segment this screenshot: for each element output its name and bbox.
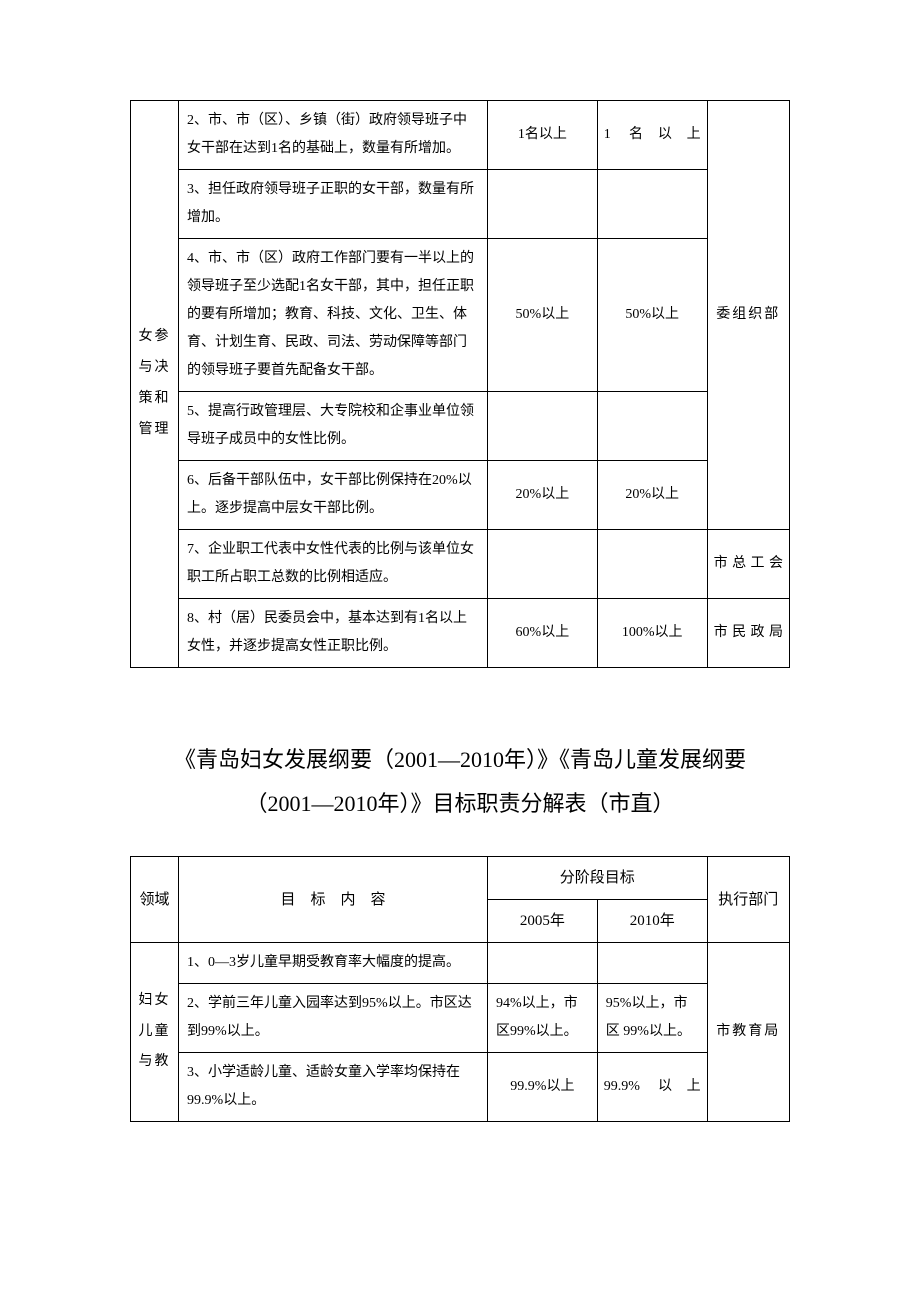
content-cell: 2、市、市（区）、乡镇（街）政府领导班子中女干部在达到1名的基础上，数量有所增加… [179, 101, 488, 170]
y2010-cell: 95%以上，市区 99%以上。 [597, 984, 707, 1053]
y2005-cell: 94%以上，市区99%以上。 [487, 984, 597, 1053]
table-row: 5、提高行政管理层、大专院校和企事业单位领导班子成员中的女性比例。 [131, 392, 790, 461]
header-dept: 执行部门 [707, 857, 789, 943]
content-cell: 2、学前三年儿童入园率达到95%以上。市区达到99%以上。 [179, 984, 488, 1053]
domain-cell: 妇女儿童与教 [131, 943, 179, 1122]
content-cell: 8、村（居）民委员会中，基本达到有1名以上女性，并逐步提高女性正职比例。 [179, 599, 488, 668]
content-cell: 3、担任政府领导班子正职的女干部，数量有所增加。 [179, 170, 488, 239]
y2010-cell [597, 943, 707, 984]
y2010-cell [597, 530, 707, 599]
y2010-cell: 50%以上 [597, 239, 707, 392]
content-cell: 4、市、市（区）政府工作部门要有一半以上的领导班子至少选配1名女干部，其中，担任… [179, 239, 488, 392]
table-header-row: 领域 目 标 内 容 分阶段目标 执行部门 [131, 857, 790, 900]
y2010-cell: 99.9% 以上 [597, 1053, 707, 1122]
title-line-1: 《青岛妇女发展纲要（2001—2010年）》《青岛儿童发展纲要 [130, 738, 790, 782]
y2005-cell: 1名以上 [487, 101, 597, 170]
table-row: 3、小学适龄儿童、适龄女童入学率均保持在99.9%以上。 99.9%以上 99.… [131, 1053, 790, 1122]
y2010-cell: 1 名以上 [597, 101, 707, 170]
header-2010: 2010年 [597, 900, 707, 943]
y2005-cell [487, 943, 597, 984]
table-row: 女参与决策和管理 2、市、市（区）、乡镇（街）政府领导班子中女干部在达到1名的基… [131, 101, 790, 170]
domain-cell: 女参与决策和管理 [131, 101, 179, 668]
section-title: 《青岛妇女发展纲要（2001—2010年）》《青岛儿童发展纲要 （2001—20… [130, 738, 790, 826]
dept-cell: 市教育局 [707, 943, 789, 1122]
y2005-cell: 60%以上 [487, 599, 597, 668]
header-2005: 2005年 [487, 900, 597, 943]
content-cell: 5、提高行政管理层、大专院校和企事业单位领导班子成员中的女性比例。 [179, 392, 488, 461]
content-cell: 7、企业职工代表中女性代表的比例与该单位女职工所占职工总数的比例相适应。 [179, 530, 488, 599]
content-cell: 1、0—3岁儿童早期受教育率大幅度的提高。 [179, 943, 488, 984]
y2010-cell [597, 170, 707, 239]
table-row: 6、后备干部队伍中，女干部比例保持在20%以上。逐步提高中层女干部比例。 20%… [131, 461, 790, 530]
y2005-cell: 99.9%以上 [487, 1053, 597, 1122]
header-stage: 分阶段目标 [487, 857, 707, 900]
dept-cell: 委组织部 [707, 101, 789, 530]
y2005-cell [487, 530, 597, 599]
y2005-cell [487, 392, 597, 461]
y2005-cell: 20%以上 [487, 461, 597, 530]
table-policy-part1: 女参与决策和管理 2、市、市（区）、乡镇（街）政府领导班子中女干部在达到1名的基… [130, 100, 790, 668]
table-row: 妇女儿童与教 1、0—3岁儿童早期受教育率大幅度的提高。 市教育局 [131, 943, 790, 984]
y2010-cell: 20%以上 [597, 461, 707, 530]
table-row: 4、市、市（区）政府工作部门要有一半以上的领导班子至少选配1名女干部，其中，担任… [131, 239, 790, 392]
table-row: 7、企业职工代表中女性代表的比例与该单位女职工所占职工总数的比例相适应。 市总工… [131, 530, 790, 599]
y2010-cell: 100%以上 [597, 599, 707, 668]
table-row: 3、担任政府领导班子正职的女干部，数量有所增加。 [131, 170, 790, 239]
table-row: 2、学前三年儿童入园率达到95%以上。市区达到99%以上。 94%以上，市区99… [131, 984, 790, 1053]
y2010-cell [597, 392, 707, 461]
table-row: 8、村（居）民委员会中，基本达到有1名以上女性，并逐步提高女性正职比例。 60%… [131, 599, 790, 668]
header-domain: 领域 [131, 857, 179, 943]
content-cell: 3、小学适龄儿童、适龄女童入学率均保持在99.9%以上。 [179, 1053, 488, 1122]
y2005-cell [487, 170, 597, 239]
header-content: 目 标 内 容 [179, 857, 488, 943]
title-line-2: （2001—2010年）》目标职责分解表（市直） [130, 782, 790, 826]
table-policy-part2: 领域 目 标 内 容 分阶段目标 执行部门 2005年 2010年 妇女儿童与教… [130, 856, 790, 1122]
content-cell: 6、后备干部队伍中，女干部比例保持在20%以上。逐步提高中层女干部比例。 [179, 461, 488, 530]
y2005-cell: 50%以上 [487, 239, 597, 392]
dept-cell: 市民政局 [707, 599, 789, 668]
dept-cell: 市总工会 [707, 530, 789, 599]
